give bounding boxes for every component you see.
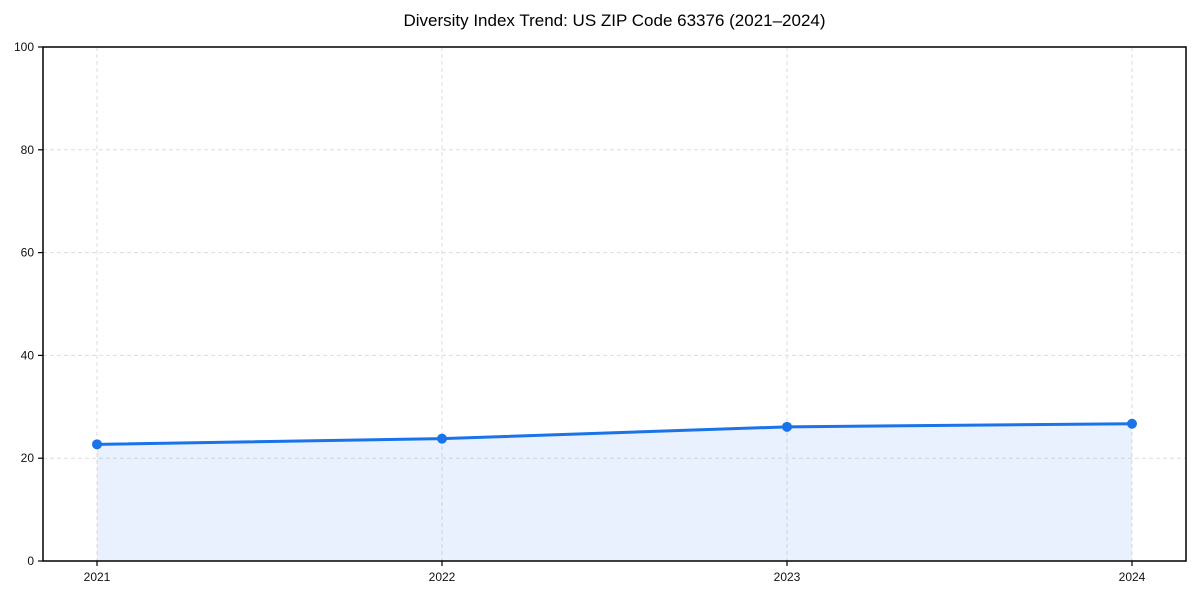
data-point-2021 <box>92 439 102 450</box>
data-point-2023 <box>782 421 792 432</box>
y-tick-label: 20 <box>21 451 35 465</box>
x-tick-label: 2024 <box>1119 570 1146 584</box>
data-point-2024 <box>1127 418 1137 429</box>
y-tick-label: 80 <box>21 143 35 157</box>
y-tick-label: 100 <box>14 40 34 54</box>
area-fill <box>97 423 1132 561</box>
y-tick-label: 0 <box>27 554 34 568</box>
y-tick-label: 40 <box>21 348 35 362</box>
trend-line <box>95 422 1134 446</box>
plot-border <box>42 46 1187 562</box>
data-point-2022 <box>437 433 447 444</box>
chart-title: Diversity Index Trend: US ZIP Code 63376… <box>403 11 826 30</box>
y-tick-label: 60 <box>21 246 35 260</box>
x-tick-label: 2021 <box>84 570 111 584</box>
x-tick-label: 2022 <box>429 570 456 584</box>
x-tick-label: 2023 <box>774 570 801 584</box>
